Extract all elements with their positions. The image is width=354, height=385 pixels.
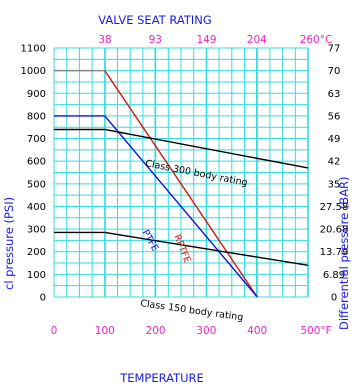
tick-labels: 01002003004005006007008009001000110006.8… (21, 34, 349, 337)
x-bottom-tick-label: 400 (247, 325, 267, 337)
x-top-tick-label: 149 (196, 34, 216, 46)
y-left-tick-label: 600 (27, 157, 46, 168)
y-left-tick-label: 1000 (21, 66, 46, 77)
y-left-tick-label: 200 (27, 247, 46, 258)
y-left-tick-label: 800 (27, 111, 46, 122)
y-right-tick-label: 42 (328, 157, 341, 168)
y-right-tick-label: 49 (328, 134, 341, 145)
class-150-label: Class 150 body rating (140, 298, 244, 323)
y-left-tick-label: 400 (27, 202, 46, 213)
y-left-tick-label: 100 (27, 270, 46, 281)
y-axis-right-title: Differential pressure (BAR) (337, 176, 351, 330)
chart-title: VALVE SEAT RATING (98, 13, 212, 27)
x-bottom-tick-label: 100 (95, 325, 115, 337)
x-top-tick-label: 204 (247, 34, 267, 46)
y-right-tick-label: 63 (328, 89, 341, 100)
y-right-tick-label: 70 (328, 66, 341, 77)
x-bottom-tick-label: 500°F (300, 325, 331, 337)
y-left-tick-label: 0 (40, 293, 46, 304)
x-axis-title: TEMPERATURE (119, 371, 204, 385)
x-top-tick-label: 260°C (300, 34, 333, 46)
y-left-tick-label: 300 (27, 225, 46, 236)
rptfe-label: RPTFE (171, 233, 192, 265)
y-left-tick-label: 1100 (21, 44, 46, 55)
y-left-tick-label: 700 (27, 134, 46, 145)
x-bottom-tick-label: 300 (196, 325, 216, 337)
y-axis-left-title: cl pressure (PSI) (2, 197, 16, 290)
x-bottom-tick-label: 200 (146, 325, 166, 337)
x-bottom-tick-label: 0 (51, 325, 58, 337)
x-top-tick-label: 93 (149, 34, 162, 46)
y-left-tick-label: 500 (27, 179, 46, 190)
y-left-tick-label: 900 (27, 89, 46, 100)
x-top-tick-label: 38 (98, 34, 111, 46)
y-right-tick-label: 56 (328, 111, 341, 122)
